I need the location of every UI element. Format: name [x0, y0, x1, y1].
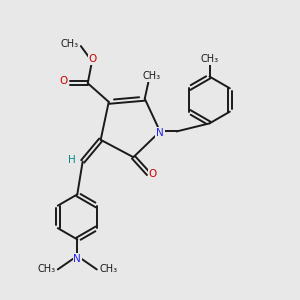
Text: CH₃: CH₃ [99, 264, 117, 274]
Text: CH₃: CH₃ [200, 54, 219, 64]
Text: CH₃: CH₃ [142, 71, 160, 81]
Text: O: O [149, 169, 157, 179]
Text: CH₃: CH₃ [60, 39, 79, 49]
Text: N: N [74, 254, 81, 264]
Text: O: O [89, 54, 97, 64]
Text: O: O [60, 76, 68, 86]
Text: CH₃: CH₃ [37, 264, 56, 274]
Text: H: H [68, 155, 76, 165]
Text: N: N [156, 128, 164, 138]
